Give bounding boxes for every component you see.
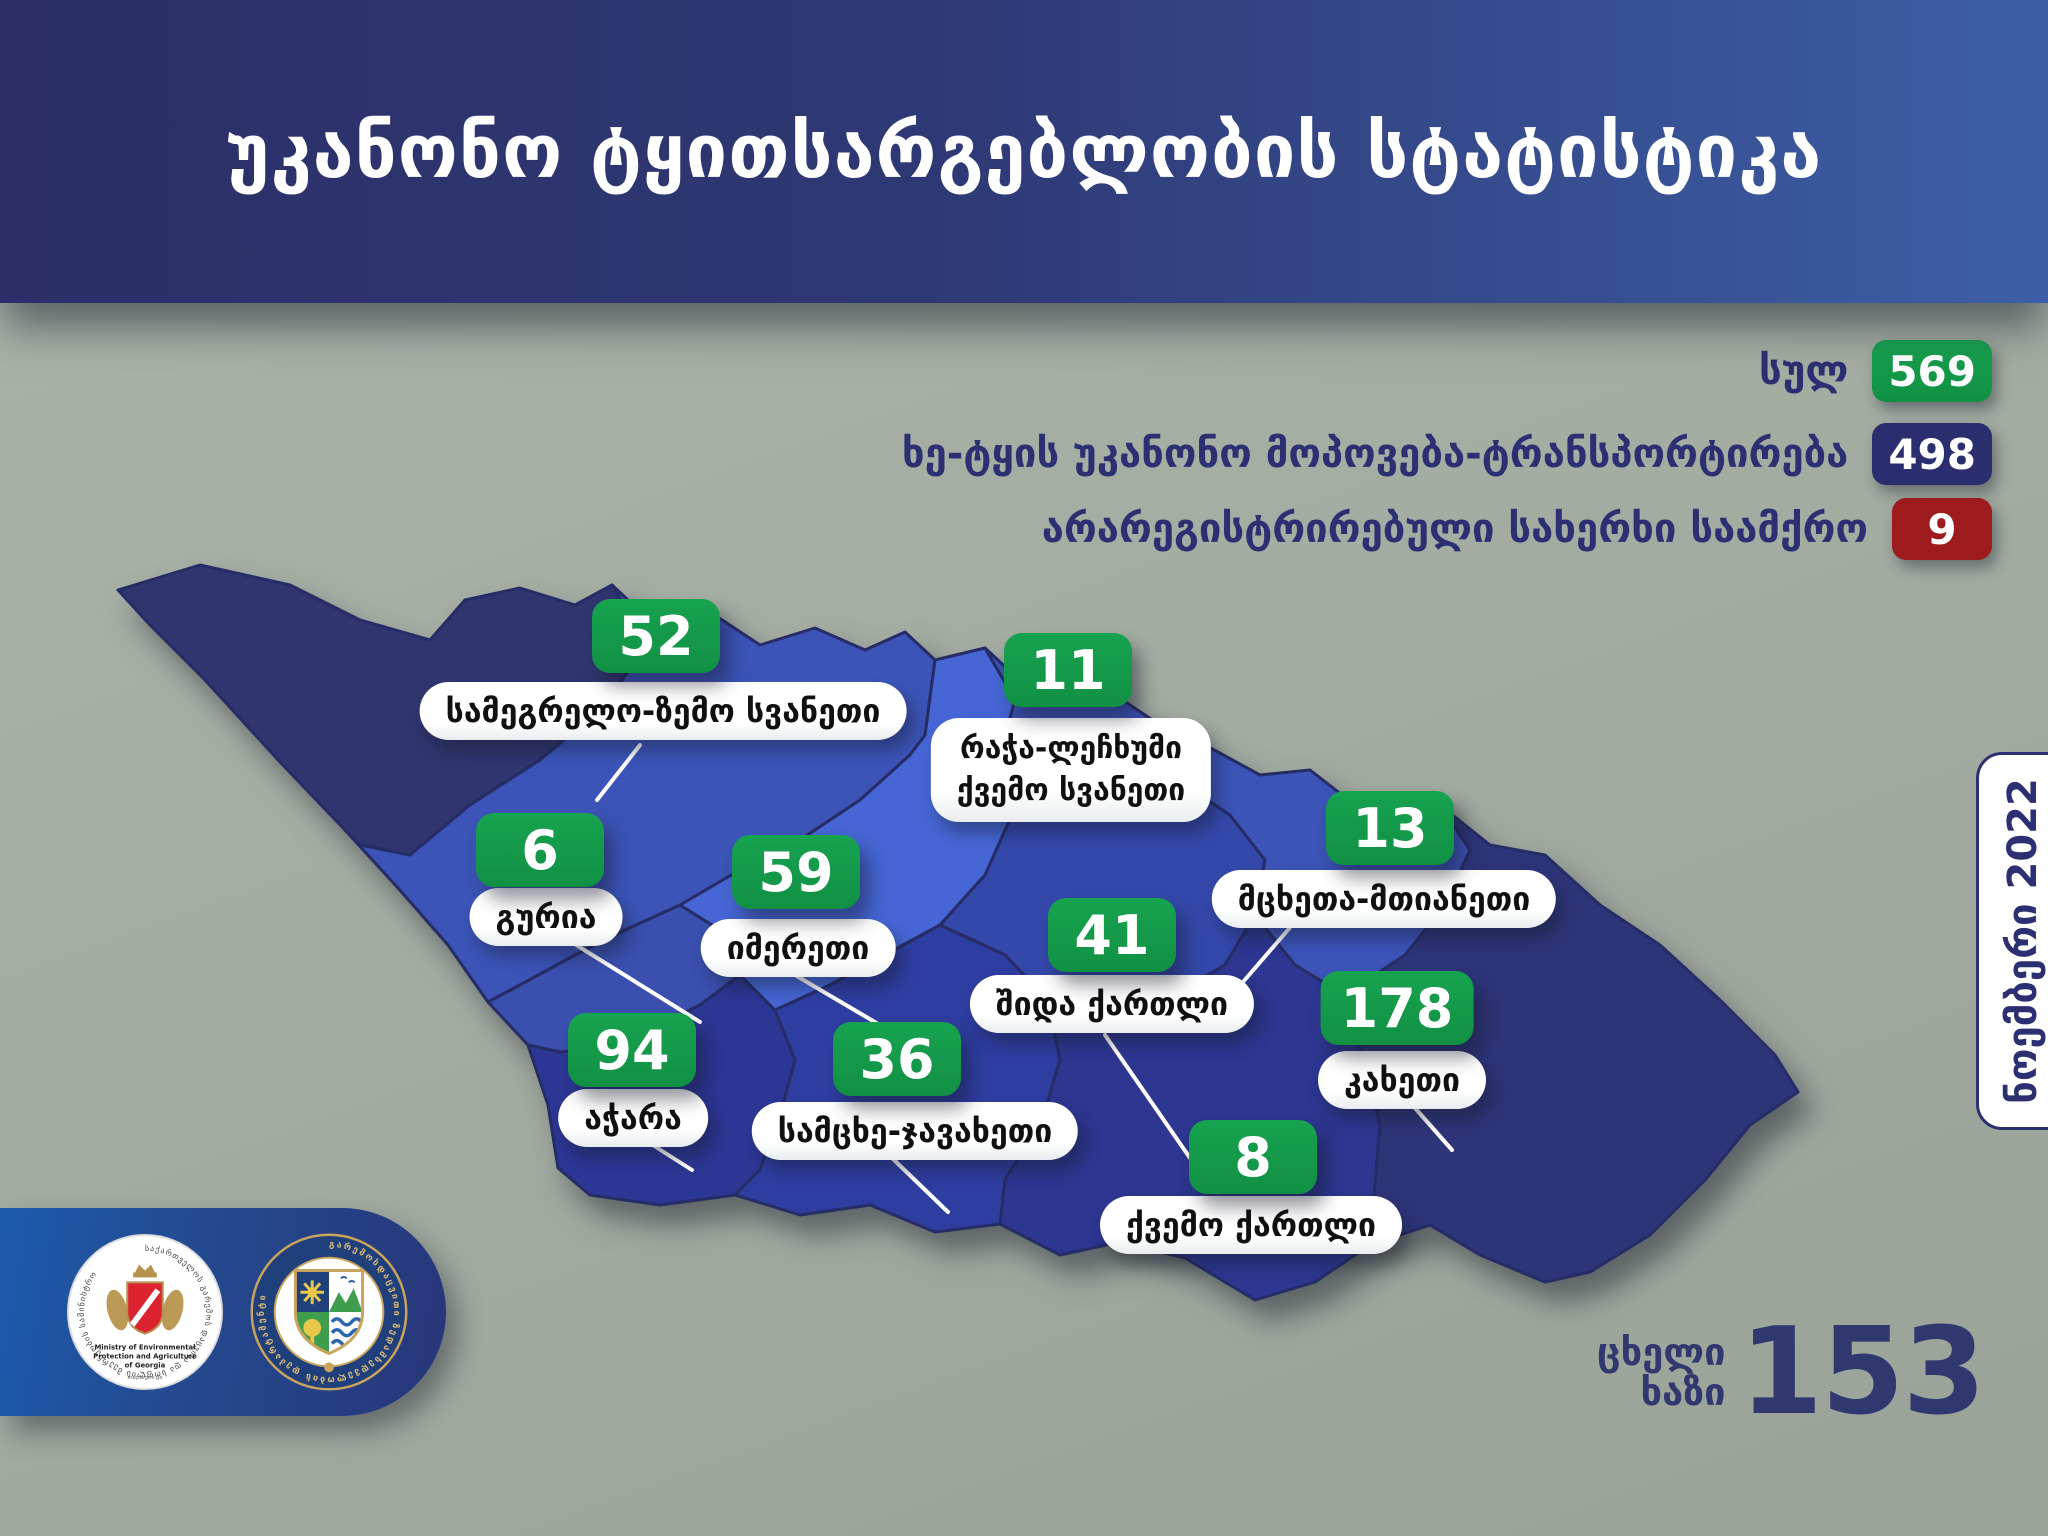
ministry-en-line1: Ministry of Environmental: [94, 1344, 195, 1352]
hotline: ცხელი ხაზი 153: [1596, 1303, 1986, 1442]
region-label-mtskheta: მცხეთა-მთიანეთი: [1211, 870, 1557, 928]
region-label-racha: რაჭა-ლეჩხუმი ქვემო სვანეთი: [930, 718, 1212, 822]
region-label-kvemo-kartli: ქვემო ქართლი: [1100, 1196, 1402, 1254]
region-label-imereti: იმერეთი: [700, 919, 896, 977]
ministry-en-line2: Protection and Agriculture: [93, 1352, 197, 1360]
footer-logo-banner: საქართველოს გარემოს დაცვისა და სოფლის მე…: [0, 1208, 446, 1416]
region-value-adjara: 94: [568, 1013, 696, 1087]
legend-value-logging: 498: [1872, 423, 1992, 485]
page-title: უკანონო ტყითსარგებლობის სტატისტიკა: [225, 108, 1823, 195]
legend-value-sawmill: 9: [1892, 498, 1992, 560]
region-label-samegrelo: სამეგრელო-ზემო სვანეთი: [419, 682, 907, 740]
legend-label-total: სულ: [1758, 348, 1849, 394]
region-value-imereti: 59: [732, 835, 860, 909]
legend-value-total: 569: [1872, 340, 1992, 402]
hotline-word-2: ხაზი: [1640, 1370, 1726, 1414]
region-label-samtskhe: სამცხე-ჯავახეთი: [751, 1102, 1079, 1160]
region-label-kakheti: კახეთი: [1318, 1051, 1486, 1109]
department-logo: გარემოსდაცვითი ზედამხედველობის დეპარტამე…: [250, 1233, 408, 1391]
region-label-shida-kartli: შიდა ქართლი: [969, 975, 1255, 1033]
region-value-racha: 11: [1004, 633, 1132, 707]
header-banner: უკანონო ტყითსარგებლობის სტატისტიკა: [0, 0, 2048, 303]
legend-label-sawmill: არარეგისტრირებული სახერხი საამქრო: [1041, 506, 1868, 552]
georgia-coat-of-arms-icon: [106, 1264, 184, 1335]
region-value-shida-kartli: 41: [1048, 898, 1176, 972]
department-shield-icon: [295, 1270, 363, 1354]
date-box: ნოემბერი 2022: [1976, 752, 2048, 1130]
hotline-number: 153: [1739, 1303, 1986, 1442]
date-label: ნოემბერი 2022: [2000, 778, 2046, 1104]
region-label-guria: გურია: [469, 888, 623, 946]
region-value-mtskheta: 13: [1326, 791, 1454, 865]
legend-row-logging: ხე-ტყის უკანონო მოპოვება-ტრანსპორტირება …: [902, 423, 1992, 485]
region-value-kvemo-kartli: 8: [1189, 1120, 1317, 1194]
region-value-samegrelo: 52: [592, 599, 720, 673]
region-value-guria: 6: [476, 813, 604, 887]
hotline-label: ცხელი ხაზი: [1596, 1330, 1726, 1414]
legend-row-total: სულ 569: [1759, 340, 1992, 402]
legend-row-sawmill: არარეგისტრირებული სახერხი საამქრო 9: [1042, 498, 1992, 560]
ministry-url: mepa.gov.ge: [127, 1375, 163, 1381]
connector-imereti: [793, 973, 887, 1030]
region-value-samtskhe: 36: [833, 1022, 961, 1096]
ministry-en-line3: of Georgia: [125, 1361, 166, 1369]
hotline-word-1: ცხელი: [1596, 1330, 1726, 1375]
connector-guria: [571, 941, 702, 1024]
connector-samegrelo: [595, 743, 642, 802]
legend-label-logging: ხე-ტყის უკანონო მოპოვება-ტრანსპორტირება: [901, 431, 1849, 477]
connector-shida-kartli: [1103, 1033, 1192, 1160]
region-value-kakheti: 178: [1320, 971, 1474, 1045]
georgia-map-country: [116, 563, 1800, 1302]
ministry-logo: საქართველოს გარემოს დაცვისა და სოფლის მე…: [66, 1233, 224, 1391]
region-label-adjara: აჭარა: [558, 1089, 708, 1147]
connector-samtskhe: [890, 1156, 950, 1214]
